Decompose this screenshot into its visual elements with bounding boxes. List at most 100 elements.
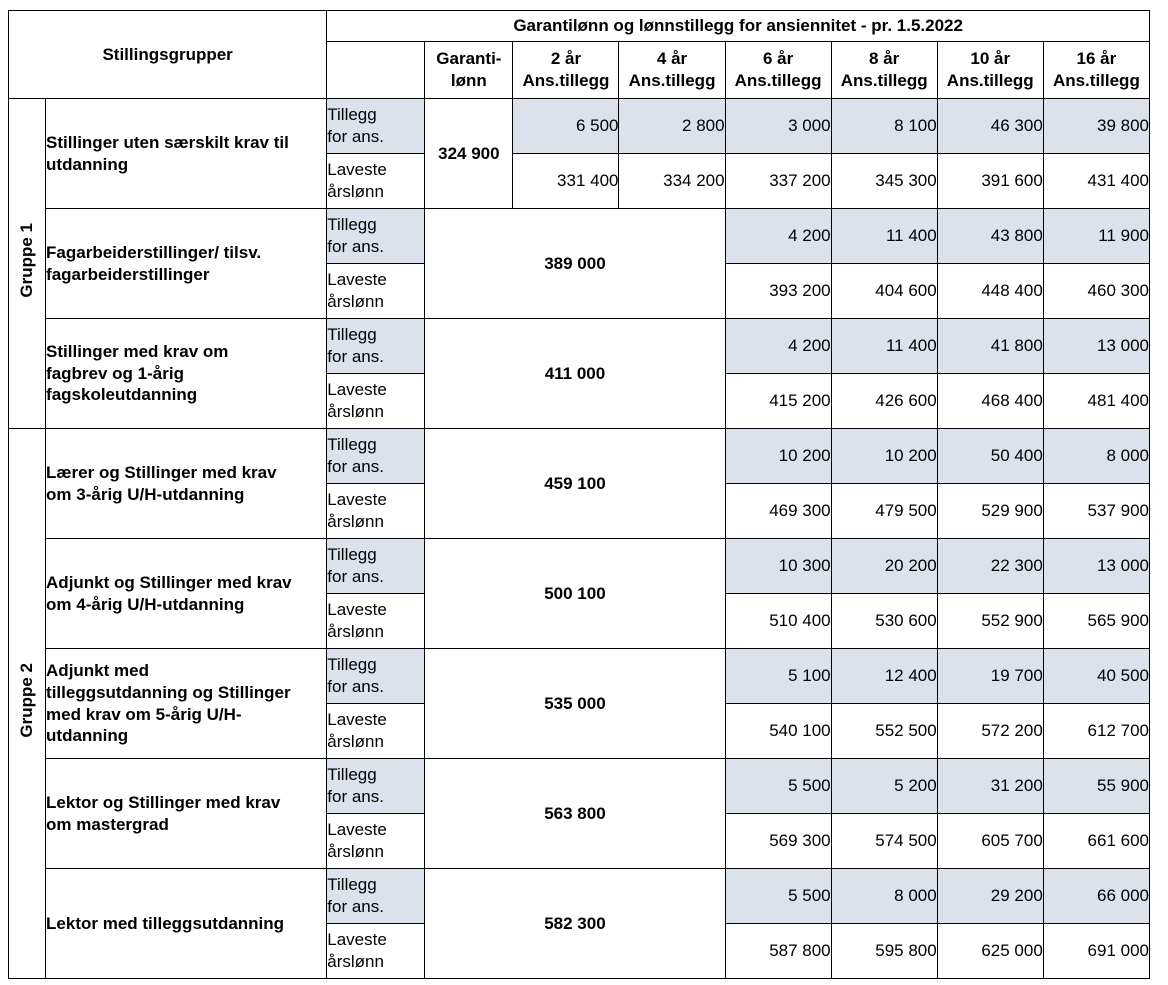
garantilonn-value: 459 100 xyxy=(424,428,726,539)
column-header-16ar: 16 år Ans.tillegg xyxy=(1042,41,1151,99)
ans-tillegg-value: 13 000 xyxy=(1042,538,1151,594)
laveste-arslonn-value: 334 200 xyxy=(618,153,726,209)
laveste-arslonn-value: 565 900 xyxy=(1042,593,1151,649)
laveste-arslonn-value: 468 400 xyxy=(936,373,1044,429)
ans-tillegg-value: 20 200 xyxy=(830,538,938,594)
row-label-laveste: Laveste årslønn xyxy=(326,373,426,429)
laveste-arslonn-value: 469 300 xyxy=(724,483,832,539)
ans-tillegg-value: 31 200 xyxy=(936,758,1044,814)
column-header-6ar: 6 år Ans.tillegg xyxy=(724,41,832,99)
ans-tillegg-value: 5 500 xyxy=(724,758,832,814)
laveste-arslonn-value: 393 200 xyxy=(724,263,832,319)
ans-tillegg-value: 5 100 xyxy=(724,648,832,704)
laveste-arslonn-value: 479 500 xyxy=(830,483,938,539)
row-label-tillegg: Tillegg for ans. xyxy=(326,648,426,704)
row-label-tillegg: Tillegg for ans. xyxy=(326,318,426,374)
ans-tillegg-value: 13 000 xyxy=(1042,318,1151,374)
ans-tillegg-value: 2 800 xyxy=(618,98,726,154)
position-name: Lektor med tilleggsutdanning xyxy=(45,868,328,979)
row-label-laveste: Laveste årslønn xyxy=(326,703,426,759)
row-label-tillegg: Tillegg for ans. xyxy=(326,208,426,264)
garantilonn-value: 411 000 xyxy=(424,318,726,429)
group-label-gruppe-2: Gruppe 2 xyxy=(7,428,47,979)
ans-tillegg-value: 8 000 xyxy=(830,868,938,924)
row-label-tillegg: Tillegg for ans. xyxy=(326,538,426,594)
ans-tillegg-value: 41 800 xyxy=(936,318,1044,374)
laveste-arslonn-value: 552 500 xyxy=(830,703,938,759)
salary-table: Stillingsgrupper Garantilønn og lønnstil… xyxy=(7,10,1151,979)
laveste-arslonn-value: 460 300 xyxy=(1042,263,1151,319)
ans-tillegg-value: 8 000 xyxy=(1042,428,1151,484)
column-header-4ar: 4 år Ans.tillegg xyxy=(618,41,726,99)
garantilonn-value: 582 300 xyxy=(424,868,726,979)
ans-tillegg-value: 3 000 xyxy=(724,98,832,154)
laveste-arslonn-value: 391 600 xyxy=(936,153,1044,209)
column-header-8ar: 8 år Ans.tillegg xyxy=(830,41,938,99)
laveste-arslonn-value: 625 000 xyxy=(936,923,1044,979)
ans-tillegg-value: 50 400 xyxy=(936,428,1044,484)
ans-tillegg-value: 10 200 xyxy=(830,428,938,484)
position-name: Lektor og Stillinger med krav om masterg… xyxy=(45,758,328,869)
position-name: Adjunkt med tilleggsutdanning og Stillin… xyxy=(45,648,328,759)
row-label-laveste: Laveste årslønn xyxy=(326,483,426,539)
ans-tillegg-value: 5 500 xyxy=(724,868,832,924)
row-label-laveste: Laveste årslønn xyxy=(326,923,426,979)
laveste-arslonn-value: 529 900 xyxy=(936,483,1044,539)
garantilonn-value: 324 900 xyxy=(424,98,514,209)
group-label-text: Gruppe 2 xyxy=(17,663,37,738)
ans-tillegg-value: 10 200 xyxy=(724,428,832,484)
laveste-arslonn-value: 337 200 xyxy=(724,153,832,209)
laveste-arslonn-value: 331 400 xyxy=(512,153,620,209)
group-label-gruppe-1: Gruppe 1 xyxy=(7,98,47,429)
ans-tillegg-value: 4 200 xyxy=(724,318,832,374)
laveste-arslonn-value: 574 500 xyxy=(830,813,938,869)
row-label-laveste: Laveste årslønn xyxy=(326,813,426,869)
row-label-laveste: Laveste årslønn xyxy=(326,153,426,209)
ans-tillegg-value: 11 400 xyxy=(830,208,938,264)
laveste-arslonn-value: 540 100 xyxy=(724,703,832,759)
laveste-arslonn-value: 569 300 xyxy=(724,813,832,869)
ans-tillegg-value: 10 300 xyxy=(724,538,832,594)
laveste-arslonn-value: 481 400 xyxy=(1042,373,1151,429)
laveste-arslonn-value: 345 300 xyxy=(830,153,938,209)
position-name: Stillinger uten særskilt krav til utdann… xyxy=(45,98,328,209)
laveste-arslonn-value: 661 600 xyxy=(1042,813,1151,869)
garantilonn-value: 500 100 xyxy=(424,538,726,649)
laveste-arslonn-value: 448 400 xyxy=(936,263,1044,319)
laveste-arslonn-value: 595 800 xyxy=(830,923,938,979)
laveste-arslonn-value: 587 800 xyxy=(724,923,832,979)
ans-tillegg-value: 40 500 xyxy=(1042,648,1151,704)
garantilonn-value: 389 000 xyxy=(424,208,726,319)
ans-tillegg-value: 6 500 xyxy=(512,98,620,154)
ans-tillegg-value: 19 700 xyxy=(936,648,1044,704)
ans-tillegg-value: 43 800 xyxy=(936,208,1044,264)
ans-tillegg-value: 12 400 xyxy=(830,648,938,704)
ans-tillegg-value: 5 200 xyxy=(830,758,938,814)
laveste-arslonn-value: 605 700 xyxy=(936,813,1044,869)
laveste-arslonn-value: 404 600 xyxy=(830,263,938,319)
row-label-laveste: Laveste årslønn xyxy=(326,593,426,649)
ans-tillegg-value: 11 900 xyxy=(1042,208,1151,264)
row-label-tillegg: Tillegg for ans. xyxy=(326,868,426,924)
laveste-arslonn-value: 572 200 xyxy=(936,703,1044,759)
laveste-arslonn-value: 691 000 xyxy=(1042,923,1151,979)
ans-tillegg-value: 8 100 xyxy=(830,98,938,154)
laveste-arslonn-value: 612 700 xyxy=(1042,703,1151,759)
laveste-arslonn-value: 530 600 xyxy=(830,593,938,649)
laveste-arslonn-value: 426 600 xyxy=(830,373,938,429)
group-label-text: Gruppe 1 xyxy=(17,223,37,298)
ans-tillegg-value: 4 200 xyxy=(724,208,832,264)
empty-header-cell xyxy=(326,41,426,99)
ans-tillegg-value: 39 800 xyxy=(1042,98,1151,154)
row-label-laveste: Laveste årslønn xyxy=(326,263,426,319)
column-header-garantilonn: Garanti- lønn xyxy=(424,41,514,99)
ans-tillegg-value: 55 900 xyxy=(1042,758,1151,814)
laveste-arslonn-value: 510 400 xyxy=(724,593,832,649)
position-name: Fagarbeiderstillinger/ tilsv. fagarbeide… xyxy=(45,208,328,319)
row-label-tillegg: Tillegg for ans. xyxy=(326,758,426,814)
garantilonn-value: 535 000 xyxy=(424,648,726,759)
ans-tillegg-value: 66 000 xyxy=(1042,868,1151,924)
laveste-arslonn-value: 431 400 xyxy=(1042,153,1151,209)
row-label-tillegg: Tillegg for ans. xyxy=(326,98,426,154)
